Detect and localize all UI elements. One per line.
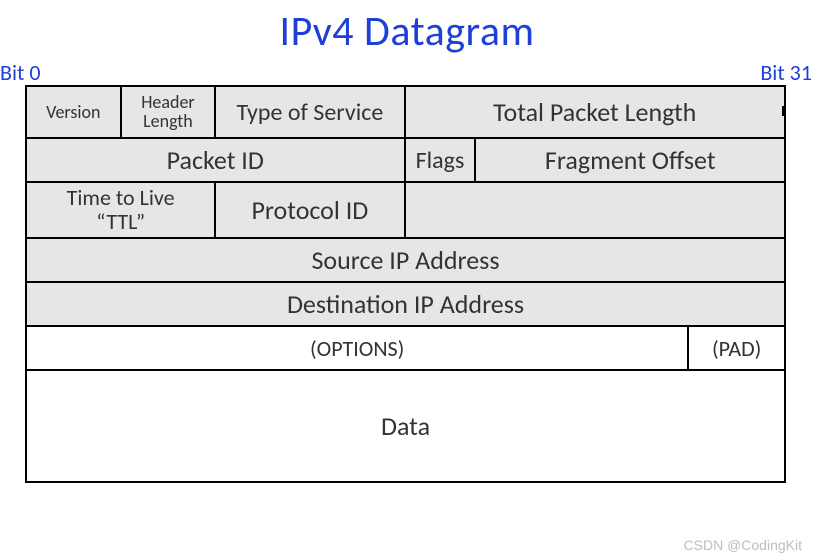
table-row: VersionHeaderLengthType of ServiceTotal … <box>27 87 784 139</box>
tick-right <box>782 106 784 116</box>
bit-label-left: Bit 0 <box>0 59 41 86</box>
table-row: Source IP Address <box>27 239 784 283</box>
field-cell: Time to Live“TTL” <box>27 183 216 237</box>
tick-left <box>25 106 27 116</box>
field-cell: Fragment Offset <box>476 139 784 181</box>
table-row: Destination IP Address <box>27 283 784 327</box>
field-cell: Source IP Address <box>27 239 784 281</box>
field-cell: (PAD) <box>689 327 784 369</box>
bit-label-right: Bit 31 <box>760 59 812 86</box>
field-cell <box>406 183 785 237</box>
table-row: Time to Live“TTL”Protocol ID <box>27 183 784 239</box>
field-cell: Type of Service <box>216 87 405 137</box>
field-cell: (OPTIONS) <box>27 327 689 369</box>
field-cell: Flags <box>406 139 477 181</box>
field-cell: HeaderLength <box>122 87 217 137</box>
bit-labels: Bit 0 Bit 31 <box>0 59 814 85</box>
field-cell: Data <box>27 371 784 481</box>
table-row: Data <box>27 371 784 481</box>
table-row: Packet IDFlagsFragment Offset <box>27 139 784 183</box>
diagram-title: IPv4 Datagram <box>0 6 814 57</box>
field-cell: Total Packet Length <box>406 87 785 137</box>
field-cell: Version <box>27 87 122 137</box>
watermark: CSDN @CodingKit <box>684 537 802 553</box>
field-cell: Packet ID <box>27 139 406 181</box>
table-row: (OPTIONS)(PAD) <box>27 327 784 371</box>
field-cell: Destination IP Address <box>27 283 784 325</box>
field-cell: Protocol ID <box>216 183 405 237</box>
datagram-table: VersionHeaderLengthType of ServiceTotal … <box>25 85 786 483</box>
